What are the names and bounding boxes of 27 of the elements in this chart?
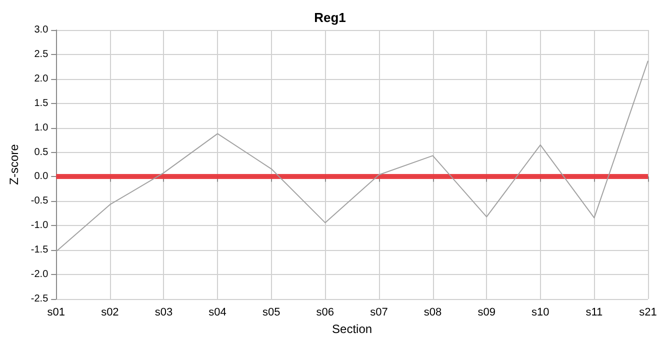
y-tick-label: 0.5 <box>34 146 49 158</box>
y-tick-label: 0.0 <box>34 171 49 182</box>
y-tick-label: -2.5 <box>30 294 49 304</box>
x-tick-label: s07 <box>370 306 388 318</box>
x-tick-label: s04 <box>208 306 226 318</box>
y-tick-label: 2.5 <box>34 48 49 60</box>
x-tick-label: s03 <box>154 306 173 318</box>
x-tick-label: s09 <box>478 306 496 318</box>
y-tick-label: -1.0 <box>30 220 49 232</box>
x-tick-label: s06 <box>316 306 334 318</box>
y-tick-label: 1.5 <box>34 98 49 109</box>
x-tick-label: s05 <box>262 306 280 318</box>
y-tick-label: -1.5 <box>30 244 49 256</box>
x-tick-label: s02 <box>101 306 119 318</box>
x-axis-title: Section <box>332 322 372 336</box>
y-tick-label: 1.0 <box>34 122 49 134</box>
y-axis-title: Z-score <box>7 144 21 185</box>
chart-title: Reg1 <box>314 10 346 25</box>
y-tick-label: 3.0 <box>34 24 49 36</box>
x-tick-label: s10 <box>532 306 550 318</box>
x-tick-label: s21 <box>639 306 657 318</box>
x-tick-label: s08 <box>424 306 442 318</box>
y-tick-label: 2.0 <box>34 73 49 84</box>
x-tick-label: s01 <box>47 306 66 318</box>
x-tick-label: s11 <box>586 306 603 318</box>
y-tick-label: -0.5 <box>30 196 49 207</box>
y-tick-label: -2.0 <box>30 269 49 280</box>
